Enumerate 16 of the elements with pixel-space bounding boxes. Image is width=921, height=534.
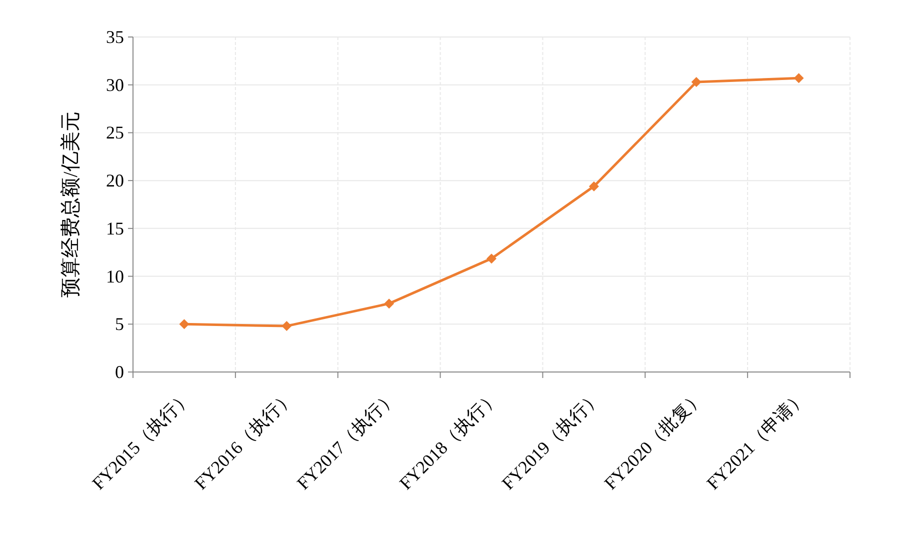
y-tick-label: 30 xyxy=(106,74,124,95)
y-tick-label: 15 xyxy=(106,218,124,238)
y-tick-label: 5 xyxy=(115,314,124,334)
y-tick-label: 0 xyxy=(115,362,124,382)
y-tick-label: 35 xyxy=(106,27,124,47)
y-tick-label: 20 xyxy=(106,170,124,191)
point xyxy=(486,254,496,264)
point xyxy=(588,181,599,192)
y-tick-label: 10 xyxy=(106,266,124,286)
point xyxy=(384,298,394,309)
point xyxy=(282,321,292,332)
point xyxy=(794,73,804,84)
point xyxy=(691,76,702,87)
y-tick-label: 25 xyxy=(106,122,124,143)
point xyxy=(179,319,190,330)
y-axis-title: 预算经费总额/亿美元 xyxy=(59,112,82,298)
